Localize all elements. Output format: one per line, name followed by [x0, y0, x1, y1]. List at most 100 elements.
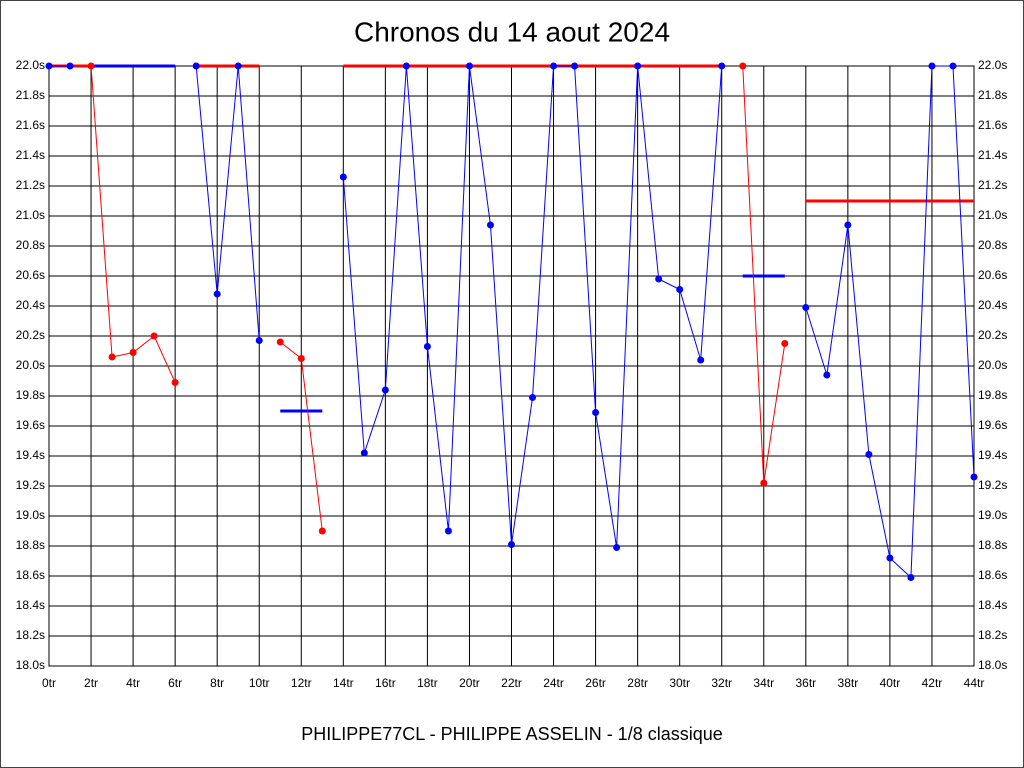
y2-tick-label: 18.6s [978, 568, 1007, 582]
data-point [360, 449, 368, 457]
x-tick-label: 28tr [627, 676, 648, 690]
data-point [129, 349, 137, 356]
data-point [697, 356, 705, 364]
x-tick-label: 14tr [333, 676, 354, 690]
y-tick-label: 19.0s [16, 508, 45, 522]
x-tick-label: 20tr [459, 676, 480, 690]
data-point [423, 343, 431, 350]
data-point [844, 221, 852, 229]
y-tick-label: 21.4s [16, 148, 45, 162]
data-point [592, 409, 600, 416]
data-point [949, 62, 957, 70]
y-tick-label: 19.4s [16, 448, 45, 462]
data-point [255, 337, 263, 344]
x-tick-label: 18tr [417, 676, 438, 690]
series-line [49, 65, 975, 579]
data-point [907, 574, 915, 581]
y-tick-label: 21.8s [16, 88, 45, 102]
y2-tick-label: 21.6s [978, 118, 1007, 132]
x-tick-label: 32tr [711, 676, 732, 690]
y-tick-label: 18.4s [16, 598, 45, 612]
data-point [886, 554, 894, 562]
data-point [802, 304, 810, 311]
chart-title: Chronos du 14 aout 2024 [354, 16, 670, 47]
y-tick-label: 20.4s [16, 298, 45, 312]
x-tick-label: 22tr [501, 676, 522, 690]
data-point [865, 451, 873, 458]
y-tick-label: 18.2s [16, 628, 45, 642]
data-point [781, 340, 789, 347]
y-tick-label: 19.2s [16, 478, 45, 492]
data-point [276, 338, 284, 346]
y2-tick-label: 21.2s [978, 178, 1007, 192]
x-tick-label: 24tr [543, 676, 564, 690]
x-tick-label: 40tr [880, 676, 901, 690]
data-point [402, 62, 410, 70]
y-tick-label: 21.0s [16, 208, 45, 222]
y-tick-label: 22.0s [16, 58, 45, 72]
x-tick-label: 4tr [126, 676, 140, 690]
y2-tick-label: 21.8s [978, 88, 1007, 102]
y2-tick-label: 19.4s [978, 448, 1007, 462]
x-tick-label: 34tr [753, 676, 774, 690]
data-point [655, 275, 663, 283]
data-point [634, 62, 642, 70]
y-tick-label: 20.0s [16, 358, 45, 372]
data-point [739, 62, 747, 70]
y2-tick-label: 22.0s [978, 58, 1007, 72]
y2-tick-label: 20.2s [978, 328, 1007, 342]
y2-tick-label: 19.8s [978, 388, 1007, 402]
data-point [192, 62, 200, 70]
y-tick-label: 18.8s [16, 538, 45, 552]
data-point [318, 527, 326, 535]
data-point [381, 386, 389, 394]
data-point [571, 62, 579, 70]
data-point [108, 353, 116, 361]
y2-tick-label: 21.0s [978, 208, 1007, 222]
x-tick-label: 10tr [249, 676, 270, 690]
data-point [87, 62, 95, 70]
data-point [508, 541, 515, 548]
x-tick-label: 2tr [84, 676, 98, 690]
y2-tick-label: 18.8s [978, 538, 1007, 552]
footer: PHILIPPE77CL - PHILIPPE ASSELIN - 1/8 cl… [301, 724, 723, 744]
y-tick-label: 20.2s [16, 328, 45, 342]
y-tick-label: 20.8s [16, 238, 45, 252]
data-point [66, 62, 74, 70]
y-tick-label: 18.6s [16, 568, 45, 582]
data-point [718, 62, 726, 70]
data-point [486, 221, 494, 229]
data-point [613, 544, 621, 551]
y2-tick-label: 18.0s [978, 658, 1007, 672]
x-tick-label: 36tr [795, 676, 816, 690]
y-tick-label: 18.0s [16, 658, 45, 672]
y2-tick-label: 19.6s [978, 418, 1007, 432]
x-tick-label: 16tr [375, 676, 396, 690]
x-tick-label: 44tr [964, 676, 985, 690]
data-point [676, 286, 684, 293]
x-tick-label: 8tr [210, 676, 224, 690]
data-point [213, 290, 221, 298]
data-point [339, 173, 347, 181]
x-tick-label: 26tr [585, 676, 606, 690]
data-point [928, 62, 936, 70]
y2-tick-label: 20.0s [978, 358, 1007, 372]
y2-tick-label: 21.4s [978, 148, 1007, 162]
y2-tick-label: 19.2s [978, 478, 1007, 492]
y2-tick-label: 20.4s [978, 298, 1007, 312]
data-point [297, 355, 305, 362]
y2-tick-label: 20.6s [978, 268, 1007, 282]
y-tick-label: 21.2s [16, 178, 45, 192]
data-point [823, 371, 831, 379]
x-tick-label: 30tr [669, 676, 690, 690]
y-tick-label: 20.6s [16, 268, 45, 282]
data-point [970, 473, 978, 481]
x-tick-label: 42tr [922, 676, 943, 690]
x-tick-label: 0tr [42, 676, 56, 690]
y-tick-label: 21.6s [16, 118, 45, 132]
y2-tick-label: 18.4s [978, 598, 1007, 612]
y2-tick-label: 20.8s [978, 238, 1007, 252]
data-point [171, 379, 179, 386]
x-tick-label: 6tr [168, 676, 182, 690]
x-tick-label: 12tr [291, 676, 312, 690]
